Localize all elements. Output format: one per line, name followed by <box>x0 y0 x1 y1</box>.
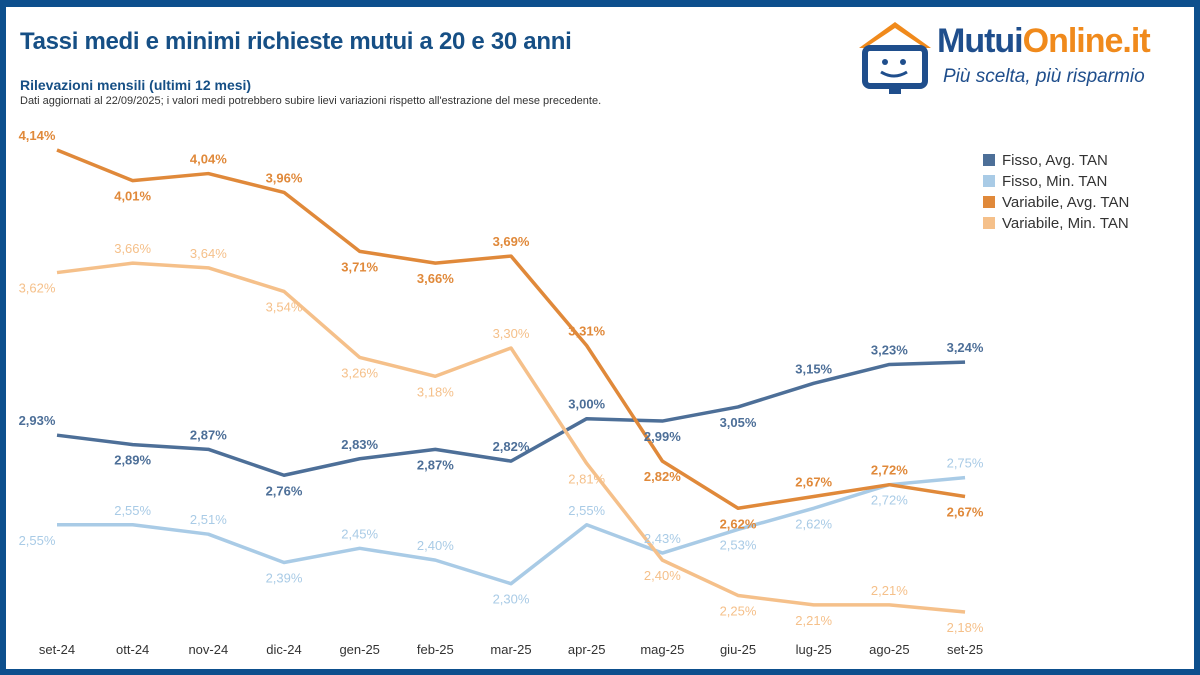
data-label: 2,25% <box>720 603 757 618</box>
x-tick-label: apr-25 <box>568 642 606 657</box>
data-label: 2,99% <box>644 429 681 444</box>
logo-tagline: Più scelta, più risparmio <box>943 66 1145 87</box>
data-label: 2,30% <box>493 592 530 607</box>
data-label: 2,40% <box>644 568 681 583</box>
data-label: 3,71% <box>341 259 378 274</box>
legend-label: Fisso, Min. TAN <box>1002 173 1107 190</box>
data-label: 4,14% <box>19 128 56 143</box>
data-label: 2,75% <box>947 456 984 471</box>
x-tick-label: ago-25 <box>869 642 909 657</box>
data-label: 2,83% <box>341 437 378 452</box>
x-tick-label: lug-25 <box>796 642 832 657</box>
data-label: 2,76% <box>266 483 303 498</box>
data-label: 2,72% <box>871 493 908 508</box>
chart-note: Dati aggiornati al 22/09/2025; i valori … <box>20 95 602 107</box>
data-label: 2,87% <box>190 427 227 442</box>
data-label: 3,62% <box>19 281 56 296</box>
data-label: 3,30% <box>493 326 530 341</box>
x-tick-label: feb-25 <box>417 642 454 657</box>
x-tick-label: gen-25 <box>339 642 379 657</box>
x-tick-label: mar-25 <box>490 642 531 657</box>
legend-swatch <box>983 196 995 208</box>
data-label: 2,67% <box>795 474 832 489</box>
data-label: 2,81% <box>568 471 605 486</box>
data-label: 2,67% <box>947 504 984 519</box>
legend-label: Fisso, Avg. TAN <box>1002 152 1108 169</box>
data-label: 2,21% <box>795 613 832 628</box>
data-label: 2,93% <box>19 413 56 428</box>
data-label: 3,23% <box>871 342 908 357</box>
data-label: 2,53% <box>720 537 757 552</box>
data-label: 3,66% <box>114 241 151 256</box>
x-tick-label: mag-25 <box>640 642 684 657</box>
data-label: 3,15% <box>795 361 832 376</box>
x-tick-label: set-25 <box>947 642 983 657</box>
data-label: 2,62% <box>795 516 832 531</box>
data-label: 4,01% <box>114 189 151 204</box>
chart-subtitle: Rilevazioni mensili (ultimi 12 mesi) <box>20 77 252 93</box>
data-label: 3,66% <box>417 271 454 286</box>
data-label: 2,51% <box>190 512 227 527</box>
data-label: 2,45% <box>341 526 378 541</box>
data-label: 3,64% <box>190 246 227 261</box>
data-label: 3,05% <box>720 415 757 430</box>
x-tick-label: set-24 <box>39 642 75 657</box>
series-line-3 <box>56 261 966 614</box>
series-line-2 <box>56 148 966 511</box>
data-label: 3,26% <box>341 365 378 380</box>
data-label: 2,21% <box>871 583 908 598</box>
x-tick-label: nov-24 <box>188 642 228 657</box>
data-label: 2,40% <box>417 538 454 553</box>
data-label: 2,87% <box>417 457 454 472</box>
legend-label: Variabile, Avg. TAN <box>1002 194 1129 211</box>
data-label: 2,89% <box>114 453 151 468</box>
data-label: 2,39% <box>266 570 303 585</box>
data-label: 2,62% <box>720 516 757 531</box>
legend-swatch <box>983 175 995 187</box>
data-label: 2,18% <box>947 620 984 635</box>
data-label: 2,55% <box>19 533 56 548</box>
data-label: 3,54% <box>266 299 303 314</box>
legend-label: Variabile, Min. TAN <box>1002 215 1129 232</box>
data-label: 3,24% <box>947 340 984 355</box>
series-line-1 <box>57 475 966 586</box>
data-label: 2,72% <box>871 463 908 478</box>
data-label: 2,43% <box>644 531 681 546</box>
data-label: 2,55% <box>114 503 151 518</box>
chart-title: Tassi medi e minimi richieste mutui a 20… <box>20 28 572 55</box>
x-tick-label: giu-25 <box>720 642 756 657</box>
data-label: 3,00% <box>568 397 605 412</box>
logo-text: MutuiOnline.it <box>937 22 1151 60</box>
legend-swatch <box>983 217 995 229</box>
data-label: 3,69% <box>493 234 530 249</box>
data-label: 4,04% <box>190 152 227 167</box>
x-tick-label: ott-24 <box>116 642 149 657</box>
legend-swatch <box>983 154 995 166</box>
x-tick-label: dic-24 <box>266 642 301 657</box>
mutuionline-logo: MutuiOnline.it Più scelta, più risparmio <box>855 18 1185 102</box>
data-label: 2,55% <box>568 503 605 518</box>
data-label: 2,82% <box>493 439 530 454</box>
data-label: 2,82% <box>644 469 681 484</box>
series-line-0 <box>56 360 966 478</box>
data-label: 3,18% <box>417 384 454 399</box>
data-label: 3,96% <box>266 170 303 185</box>
house-monitor-icon <box>859 22 931 94</box>
data-label: 3,31% <box>568 324 605 339</box>
